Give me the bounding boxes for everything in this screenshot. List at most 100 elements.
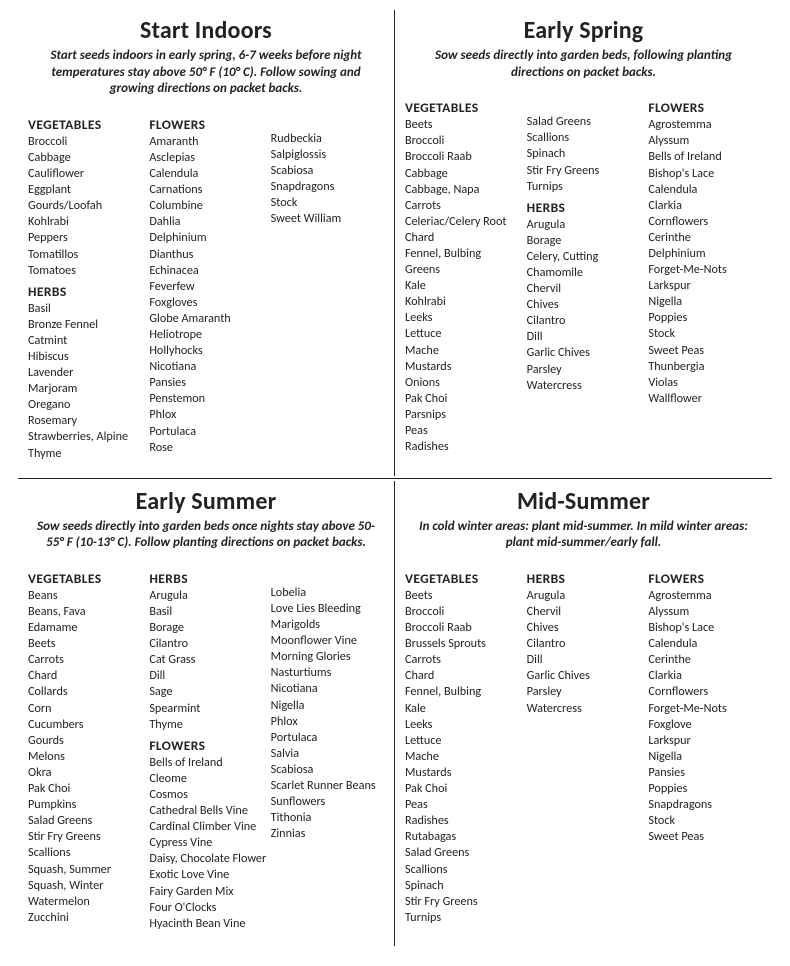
list-item: Sweet Peas [648,343,762,359]
list-item: Bronze Fennel [28,317,141,333]
list-item: Borage [149,620,262,636]
list-item: Exotic Love Vine [149,867,262,883]
heading-spacer [271,112,384,131]
list-item: Cerinthe [648,652,762,668]
list-item: Gourds [28,733,141,749]
subtitle: Start seeds indoors in early spring, 6-7… [36,48,376,98]
list-item: Radishes [405,439,519,455]
category-heading: FLOWERS [149,116,262,133]
list-item: Chard [405,668,519,684]
list-item: Mustards [405,765,519,781]
list-item: Greens [405,262,519,278]
list-item: Beets [405,117,519,133]
title: Mid-Summer [405,487,762,516]
quadrant-early-summer: Early Summer Sow seeds directly into gar… [18,481,395,946]
list-item: Wallflower [648,391,762,407]
list-item: Poppies [648,310,762,326]
heading-spacer [527,95,641,114]
quadrant-early-spring: Early Spring Sow seeds directly into gar… [395,10,772,476]
list-item: Foxgloves [149,295,262,311]
list-item: Leeks [405,717,519,733]
list-item: Lettuce [405,733,519,749]
list-item: Kale [405,278,519,294]
list-item: Moonflower Vine [271,633,384,649]
list-item: Tomatoes [28,263,141,279]
list-item: Dill [527,329,641,345]
list-item: Chamomile [527,265,641,281]
list-item: Rudbeckia [271,131,384,147]
list-item: Garlic Chives [527,345,641,361]
list-item: Spinach [405,878,519,894]
list-item: Thyme [149,717,262,733]
list-item: Delphinium [648,246,762,262]
list-item: Snapdragons [271,179,384,195]
list-item: Arugula [527,217,641,233]
list-item: Delphinium [149,230,262,246]
planting-grid: Start Indoors Start seeds indoors in ear… [18,10,772,946]
list-item: Hollyhocks [149,343,262,359]
category-heading: VEGETABLES [405,99,519,116]
list-item: Cilantro [527,636,641,652]
list-item: Dill [149,668,262,684]
list-item: Pansies [149,375,262,391]
list-item: Watercress [527,378,641,394]
list-item: Stock [648,813,762,829]
list-item: Okra [28,765,141,781]
columns: VEGETABLESBeetsBroccoliBroccoli RaabBrus… [405,566,762,926]
title: Early Spring [405,16,762,45]
category-heading: HERBS [527,570,641,587]
list-item: Broccoli [405,133,519,149]
list-item: Stock [648,326,762,342]
list-item: Collards [28,684,141,700]
columns: VEGETABLESBeansBeans, FavaEdamameBeetsCa… [28,566,384,932]
list-item: Phlox [271,714,384,730]
heading-spacer [271,566,384,585]
list-item: Salad Greens [28,813,141,829]
category-heading: VEGETABLES [405,570,519,587]
list-item: Globe Amaranth [149,311,262,327]
list-item: Rosemary [28,413,141,429]
col-1: VEGETABLESBeetsBroccoliBroccoli RaabCabb… [405,95,519,455]
columns: VEGETABLESBroccoliCabbageCauliflowerEggp… [28,112,384,462]
col-2: HERBSArugulaBasilBorageCilantroCat Grass… [149,566,262,932]
list-item: Dahlia [149,214,262,230]
list-item: Cosmos [149,787,262,803]
list-item: Calendula [648,182,762,198]
list-item: Scabiosa [271,163,384,179]
list-item: Bells of Ireland [648,149,762,165]
list-item: Forget-Me-Nots [648,701,762,717]
list-item: Portulaca [271,730,384,746]
list-item: Broccoli Raab [405,149,519,165]
list-item: Basil [149,604,262,620]
list-item: Arugula [527,588,641,604]
list-item: Chervil [527,281,641,297]
col-3: FLOWERSAgrostemmaAlyssumBells of Ireland… [648,95,762,455]
list-item: Kale [405,701,519,717]
list-item: Foxglove [648,717,762,733]
list-item: Cypress Vine [149,835,262,851]
list-item: Parsnips [405,407,519,423]
list-item: Catmint [28,333,141,349]
list-item: Cerinthe [648,230,762,246]
list-item: Echinacea [149,263,262,279]
list-item: Scallions [527,130,641,146]
list-item: Sweet Peas [648,829,762,845]
list-item: Rutabagas [405,829,519,845]
list-item: Penstemon [149,391,262,407]
col-3: RudbeckiaSalpiglossisScabiosaSnapdragons… [271,112,384,462]
list-item: Chard [405,230,519,246]
col-1: VEGETABLESBroccoliCabbageCauliflowerEggp… [28,112,141,462]
list-item: Hibiscus [28,349,141,365]
list-item: Calendula [648,636,762,652]
list-item: Cilantro [149,636,262,652]
list-item: Tithonia [271,810,384,826]
col-2: Salad GreensScallionsSpinachStir Fry Gre… [527,95,641,455]
list-item: Cabbage [28,150,141,166]
col-1: VEGETABLESBeansBeans, FavaEdamameBeetsCa… [28,566,141,932]
list-item: Chives [527,297,641,313]
list-item: Thyme [28,446,141,462]
list-item: Fennel, Bulbing [405,246,519,262]
list-item: Kohlrabi [405,294,519,310]
list-item: Stock [271,195,384,211]
list-item: Pumpkins [28,797,141,813]
